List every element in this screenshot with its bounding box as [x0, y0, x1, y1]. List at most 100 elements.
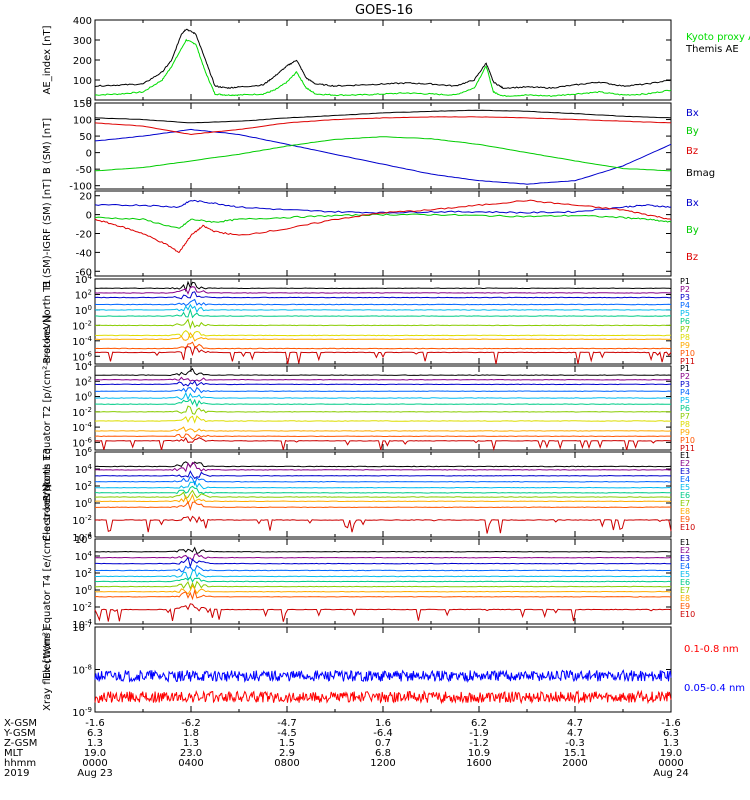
panel-1: 0 100 200 300 400 AE_index [nT] Kyoto proxy AE…: [42, 16, 750, 107]
orbit-cell: 1.8: [183, 728, 199, 739]
legend-label: P6: [680, 317, 690, 326]
legend-label: E5: [680, 483, 690, 492]
series-line-by: [94, 136, 671, 172]
orbit-cell: 4.7: [567, 718, 583, 729]
series-line-e9: [94, 500, 672, 511]
legend-label: P3: [680, 293, 690, 302]
legend-label: P11: [680, 357, 695, 366]
orbit-cell: -1.2: [469, 738, 489, 749]
y-tick-label: -50: [76, 165, 92, 176]
series-line-p4: [94, 386, 672, 394]
orbit-row-label: Z-GSM: [4, 738, 37, 749]
series-line-p7: [94, 318, 672, 330]
y-tick-label: 0: [86, 149, 92, 160]
series-line-e8: [94, 584, 671, 595]
legend-label: P10: [680, 349, 695, 358]
series-line-e1: [94, 546, 672, 555]
legend-label: E7: [680, 499, 690, 508]
legend-label: P8: [680, 333, 690, 342]
orbit-cell: 0000: [658, 758, 683, 769]
orbit-cell: -0.3: [565, 738, 585, 749]
orbit-cell: 0.7: [375, 738, 391, 749]
orbit-row-label: MLT: [4, 748, 24, 759]
y-tick-label: 10-4: [72, 335, 92, 348]
series-line-bz: [94, 116, 671, 136]
legend-label: E9: [680, 602, 690, 611]
legend-label: P9: [680, 428, 690, 437]
series-line-e8: [94, 493, 672, 505]
y-tick-label: 106: [75, 533, 93, 546]
orbit-cell: -4.7: [277, 718, 297, 729]
legend-label: E1: [680, 538, 690, 547]
orbit-cell: 2000: [562, 758, 587, 769]
y-tick-label: 20: [79, 192, 92, 203]
y-tick-label: -60: [76, 267, 92, 278]
orbit-cell: 1.3: [87, 738, 103, 749]
legend-label: Themis AE: [685, 44, 739, 55]
y-tick-label: 300: [73, 36, 92, 47]
y-axis-label: Xray flux [W/m²]: [42, 628, 53, 711]
orbit-cell: Aug 24: [653, 768, 688, 779]
series-line-p8: [94, 329, 671, 339]
series-line-bz: [94, 199, 672, 254]
legend-label: E4: [680, 475, 690, 484]
y-tick-label: -100: [69, 182, 92, 193]
series-line-p2: [94, 286, 672, 295]
y-tick-label: 100: [73, 116, 92, 127]
y-tick-label: 104: [75, 463, 93, 476]
series-line-p5: [94, 303, 672, 313]
y-tick-label: 150: [73, 99, 92, 110]
series-line-kyoto-proxy-ae: [94, 38, 672, 98]
series-line-p11: [94, 437, 672, 452]
series-line-e4: [94, 564, 672, 573]
orbit-cell: 6.8: [375, 748, 391, 759]
series-line-p11: [94, 346, 672, 365]
orbit-cell: 19.0: [84, 748, 106, 759]
orbit-cell: -6.4: [373, 728, 393, 739]
legend-label: P8: [680, 420, 690, 429]
series-line-bx: [94, 128, 672, 185]
y-tick-label: 100: [75, 304, 92, 317]
series-line-e2: [94, 553, 672, 562]
y-axis-label: B (SM) [nT]: [42, 118, 53, 174]
y-tick-label: 102: [75, 375, 92, 388]
legend-label: Bx: [686, 108, 699, 119]
y-tick-label: 10-2: [72, 406, 92, 419]
y-tick-label: 50: [79, 132, 92, 143]
series-line-p4: [94, 298, 672, 307]
y-tick-label: -20: [76, 230, 92, 241]
series-line-p7: [94, 405, 671, 415]
series-line-0-1-0-8-nm: [94, 689, 672, 705]
orbit-cell: 1600: [466, 758, 491, 769]
legend-label: P7: [680, 412, 690, 421]
legend-label: E4: [680, 562, 690, 571]
legend-label: 0.05-0.4 nm: [684, 683, 745, 694]
legend-label: E10: [680, 523, 695, 532]
legend-label: E2: [680, 459, 690, 468]
y-tick-label: 200: [73, 56, 92, 67]
legend-label: E8: [680, 507, 690, 516]
orbit-table: X-GSMY-GSMZ-GSMMLThhmm2019-1.66.31.319.0…: [3, 718, 689, 779]
legend-label: 0.1-0.8 nm: [684, 644, 739, 655]
legend-label: P1: [680, 364, 690, 373]
legend-label: E5: [680, 570, 690, 579]
series-line-p10: [94, 433, 671, 440]
y-tick-label: 104: [75, 550, 93, 563]
legend-label: E8: [680, 594, 690, 603]
y-tick-label: 10-2: [72, 601, 92, 614]
y-tick-label: 104: [75, 273, 93, 286]
y-axis-label: B (SM)-IGRF (SM) [nT]: [42, 179, 53, 288]
series-line-e3: [95, 556, 672, 569]
legend-label: P4: [680, 388, 690, 397]
panel-2: -100 -50 0 50 100 150 B (SM) [nT] Bx By Bz Bmag: [42, 99, 715, 193]
orbit-cell: 1.3: [663, 738, 679, 749]
legend-label: P9: [680, 341, 690, 350]
legend-label: P4: [680, 301, 690, 310]
panel-frame: [94, 19, 672, 101]
orbit-row-label: X-GSM: [4, 718, 37, 729]
